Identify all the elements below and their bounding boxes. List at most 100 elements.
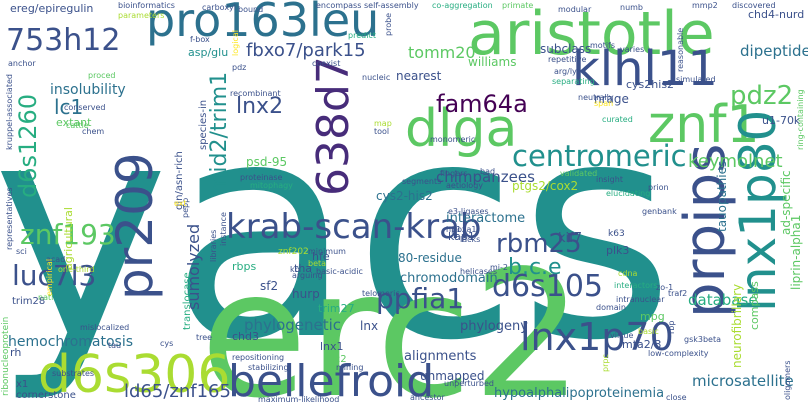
word-span: span bbox=[594, 99, 613, 108]
word-lnx: lnx bbox=[360, 319, 378, 333]
word-pro163leu: pro163leu bbox=[146, 0, 379, 47]
word-ring-containing: ring-containing bbox=[796, 89, 805, 150]
word-nucleic: nucleic bbox=[362, 73, 390, 82]
word-fam64a: fam64a bbox=[436, 90, 528, 118]
word-krab-scan-krab: krab-scan-krab bbox=[226, 207, 482, 247]
word-coexist: coexist bbox=[312, 59, 340, 68]
word-yacs: yacs bbox=[0, 57, 675, 404]
word-predict: predict bbox=[348, 31, 376, 40]
word-bad: bad bbox=[480, 167, 495, 176]
word-segments: segments bbox=[402, 177, 441, 186]
word-aetiology: aetiology bbox=[446, 181, 483, 190]
word-nrage: nrage bbox=[594, 92, 629, 106]
word-insolubility: insolubility bbox=[50, 82, 126, 98]
word-beta: beta bbox=[308, 259, 326, 268]
word-virtue: virtue bbox=[610, 331, 633, 340]
word-self-assembly: self-assembly bbox=[364, 1, 419, 10]
word-ad-specific: ad-specific bbox=[779, 170, 793, 235]
word-basic-acidic: basic-acidic bbox=[316, 267, 363, 276]
word-mid2-trim1: mid2/trim1 bbox=[207, 72, 232, 194]
word-basic: basic bbox=[638, 327, 659, 336]
word-x1: x1 bbox=[16, 379, 28, 390]
word-mislocalized: mislocalized bbox=[80, 323, 129, 332]
word-gsk3beta: gsk3beta bbox=[684, 335, 721, 344]
word-subclass: subclass bbox=[540, 42, 591, 56]
word-substrates: substrates bbox=[52, 369, 94, 378]
word-hp1: hp1 bbox=[446, 225, 461, 234]
word-telomeric: telomeric bbox=[362, 289, 400, 298]
word-probe: probe bbox=[384, 13, 393, 36]
word-tomm20: tomm20 bbox=[408, 43, 476, 62]
word-maximum-likelihood: maximum-likelihood bbox=[258, 395, 339, 404]
word-anchor: anchor bbox=[8, 59, 36, 68]
word-ld65-znf165: ld65/znf165 bbox=[124, 381, 231, 402]
word-trim28: trim28 bbox=[12, 296, 45, 307]
word-erc2: erc2 bbox=[200, 234, 583, 404]
word-hypoalphalipoproteinemia: hypoalphalipoproteinemia bbox=[494, 386, 664, 401]
word-liprin-alpha1: liprin-alpha1 bbox=[789, 215, 803, 290]
word-unperturbed: unperturbed bbox=[444, 379, 494, 388]
word-753h12: 753h12 bbox=[6, 23, 120, 58]
word-stabilizing: stabilizing bbox=[248, 363, 289, 372]
word-compass: compass bbox=[748, 281, 761, 330]
word-oligomers: oligomers bbox=[783, 361, 792, 400]
word-ereg-epiregulin: ereg/epiregulin bbox=[10, 2, 93, 15]
word-dlga: dlga bbox=[405, 99, 517, 159]
word-psd-95: psd-95 bbox=[246, 155, 287, 169]
word-modular: modular bbox=[558, 5, 592, 14]
word-genbank: genbank bbox=[642, 207, 677, 216]
word-nearest: nearest bbox=[396, 69, 442, 83]
word-klhl11: klhl11 bbox=[572, 41, 718, 97]
word-hoxa1: hoxa1 bbox=[452, 225, 476, 234]
word-tree: tree bbox=[196, 333, 212, 342]
word-d6s105: d6s105 bbox=[492, 269, 603, 304]
word-carboxyl: carboxyl bbox=[202, 3, 236, 12]
word-varies: varies bbox=[620, 45, 644, 54]
word-lnx1p70: lnx1p70 bbox=[520, 315, 674, 359]
word-kif7: kif7 bbox=[558, 231, 582, 246]
word-co-aggregation: co-aggregation bbox=[432, 1, 493, 10]
word-simulated: simulated bbox=[676, 75, 716, 84]
word-elucidating: elucidating bbox=[606, 189, 650, 198]
word-logical: logical bbox=[231, 30, 240, 56]
word-numb: numb bbox=[620, 3, 643, 12]
word-chem: chem bbox=[82, 127, 104, 136]
word-80-residue: 80-residue bbox=[398, 251, 462, 265]
word-translocase: translocase bbox=[182, 272, 193, 330]
word-discovered: discovered bbox=[732, 1, 776, 10]
word-zo-1: zo-1 bbox=[656, 283, 673, 292]
word-bioinformatics: bioinformatics bbox=[118, 1, 175, 10]
word-lc1: lc1 bbox=[54, 95, 83, 119]
word-monomeric: monomeric bbox=[430, 135, 475, 144]
word-hfe: hfe bbox=[312, 250, 330, 263]
word-prpc: prpc bbox=[601, 354, 610, 372]
word-phylogeny: phylogeny bbox=[460, 319, 528, 334]
word-mi-2: mi-2 bbox=[490, 263, 508, 272]
word-tool: tool bbox=[374, 127, 389, 136]
word-ptgs2-cox2: ptgs2/cox2 bbox=[512, 179, 578, 193]
word-arg-lys: arg/lys bbox=[554, 67, 581, 76]
word-rbm25: rbm25 bbox=[496, 229, 582, 259]
word-aristotle: aristotle bbox=[468, 0, 715, 69]
word-phylogenetic: phylogenetic bbox=[244, 316, 341, 334]
word-interactome: interactome bbox=[446, 211, 525, 226]
word-bellefroid: bellefroid bbox=[228, 356, 434, 404]
word-proteinase: proteinase bbox=[240, 173, 283, 182]
word-minimum: minimum bbox=[308, 247, 346, 256]
word-prion: prion bbox=[648, 183, 669, 192]
word-instance: instance bbox=[219, 212, 228, 246]
word-tauopathies: tauopathies bbox=[715, 161, 729, 232]
word-arguing: arguing bbox=[292, 271, 323, 280]
word-mining: mining bbox=[336, 363, 363, 372]
word-close: close bbox=[666, 393, 687, 402]
word-bound: bound bbox=[238, 5, 263, 14]
word-chd3: chd3 bbox=[232, 330, 259, 343]
word-curated: curated bbox=[602, 115, 633, 124]
word-cys: cys bbox=[160, 339, 173, 348]
word-separating: separating bbox=[552, 77, 595, 86]
word-hemochromatosis: hemochromatosis bbox=[8, 334, 133, 350]
word-trim27: trim27 bbox=[318, 302, 355, 315]
word-lc2: lc2 bbox=[332, 354, 347, 365]
